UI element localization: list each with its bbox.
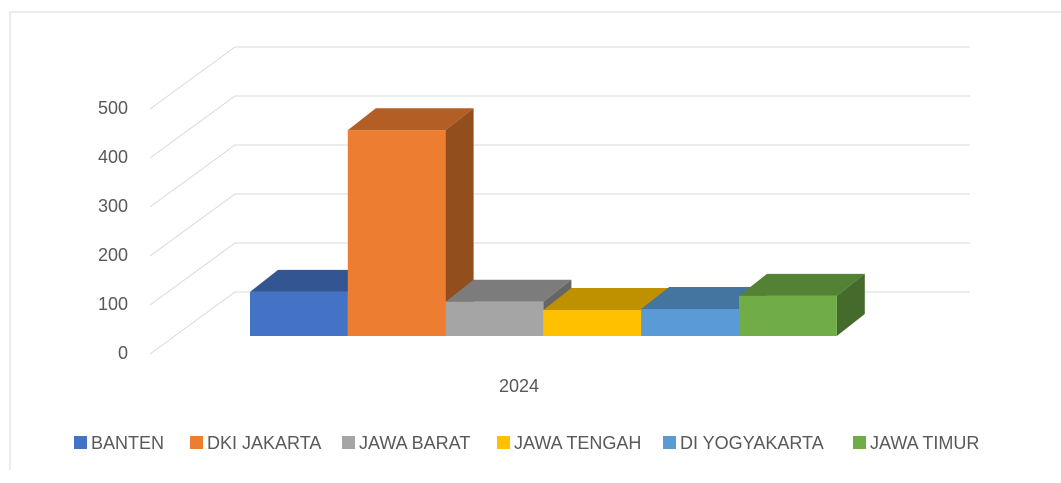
legend-swatch (663, 436, 676, 449)
y-tick-label: 300 (98, 196, 128, 216)
grid-line (149, 193, 970, 257)
legend-label: JAWA TENGAH (514, 433, 641, 453)
bar-side (445, 108, 474, 336)
bar-side (836, 273, 865, 336)
bar-top (250, 269, 376, 292)
bar-front (739, 295, 837, 336)
bar-top (347, 108, 474, 131)
bar-front (250, 291, 348, 336)
y-tick-label: 100 (98, 294, 128, 314)
legend-swatch (853, 436, 866, 449)
y-tick-label: 500 (98, 98, 128, 118)
bar-top (543, 288, 670, 311)
bar-front (641, 309, 739, 336)
legend-swatch (497, 436, 510, 449)
legend-swatch (190, 436, 203, 449)
bar (739, 273, 865, 336)
chart-border (9, 11, 1061, 470)
legend-swatch (342, 436, 355, 449)
legend-label: JAWA BARAT (359, 433, 470, 453)
legend-swatch (74, 436, 87, 449)
y-tick-label: 400 (98, 147, 128, 167)
x-tick-label: 2024 (499, 376, 539, 396)
legend-label: JAWA TIMUR (870, 433, 979, 453)
bar-top (445, 279, 572, 302)
legend-label: DKI JAKARTA (207, 433, 321, 453)
legend-label: BANTEN (91, 433, 164, 453)
y-tick-label: 200 (98, 245, 128, 265)
bar-top (641, 287, 767, 310)
legend-label: DI YOGYAKARTA (680, 433, 824, 453)
y-tick-label: 0 (118, 343, 128, 363)
bar-front (543, 310, 642, 336)
grid-line (149, 242, 970, 306)
bar-front (347, 130, 446, 336)
bar-front (445, 301, 544, 336)
grid-line (149, 95, 970, 159)
bar (347, 108, 474, 336)
bar-top (739, 273, 865, 296)
grid-line (149, 144, 970, 208)
grid-line (149, 46, 970, 110)
